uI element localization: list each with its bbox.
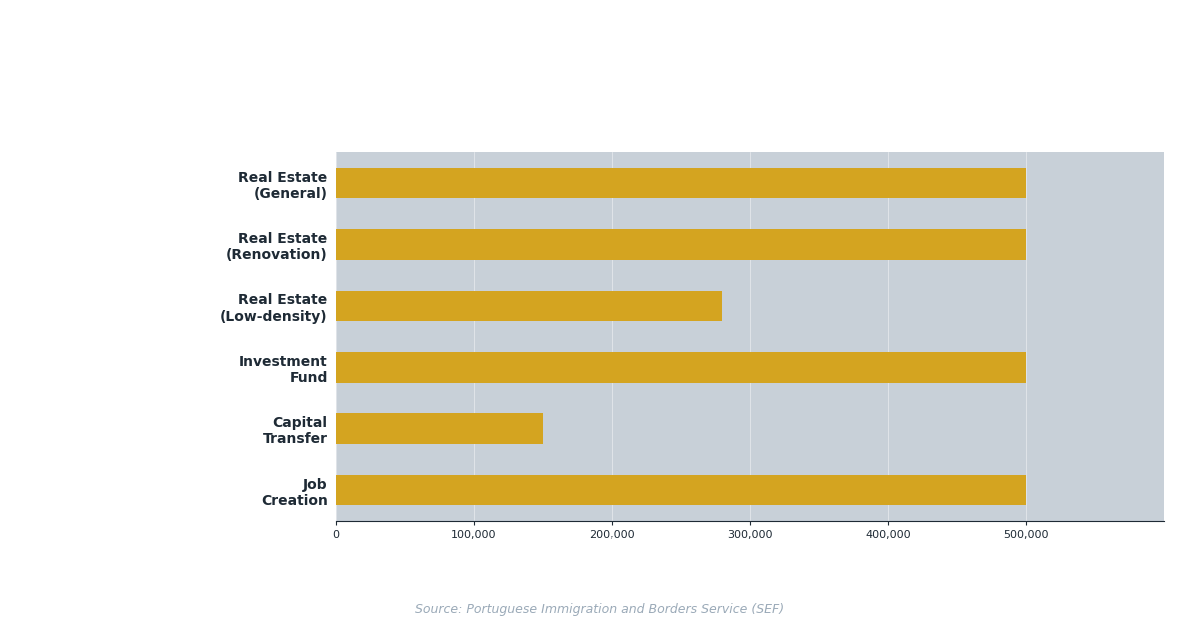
Bar xyxy=(336,229,1026,260)
Text: Minimum Investment: Minimum Investment xyxy=(324,39,756,73)
Text: Thresholds: Thresholds xyxy=(324,105,548,139)
Text: Source: Portuguese Immigration and Borders Service (SEF): Source: Portuguese Immigration and Borde… xyxy=(415,603,785,616)
Bar xyxy=(336,352,1026,382)
Bar xyxy=(336,413,542,444)
Bar xyxy=(336,168,1026,198)
Text: Minimum Investment (EUR): Minimum Investment (EUR) xyxy=(505,536,695,550)
Bar xyxy=(336,291,722,321)
Bar xyxy=(336,475,1026,505)
